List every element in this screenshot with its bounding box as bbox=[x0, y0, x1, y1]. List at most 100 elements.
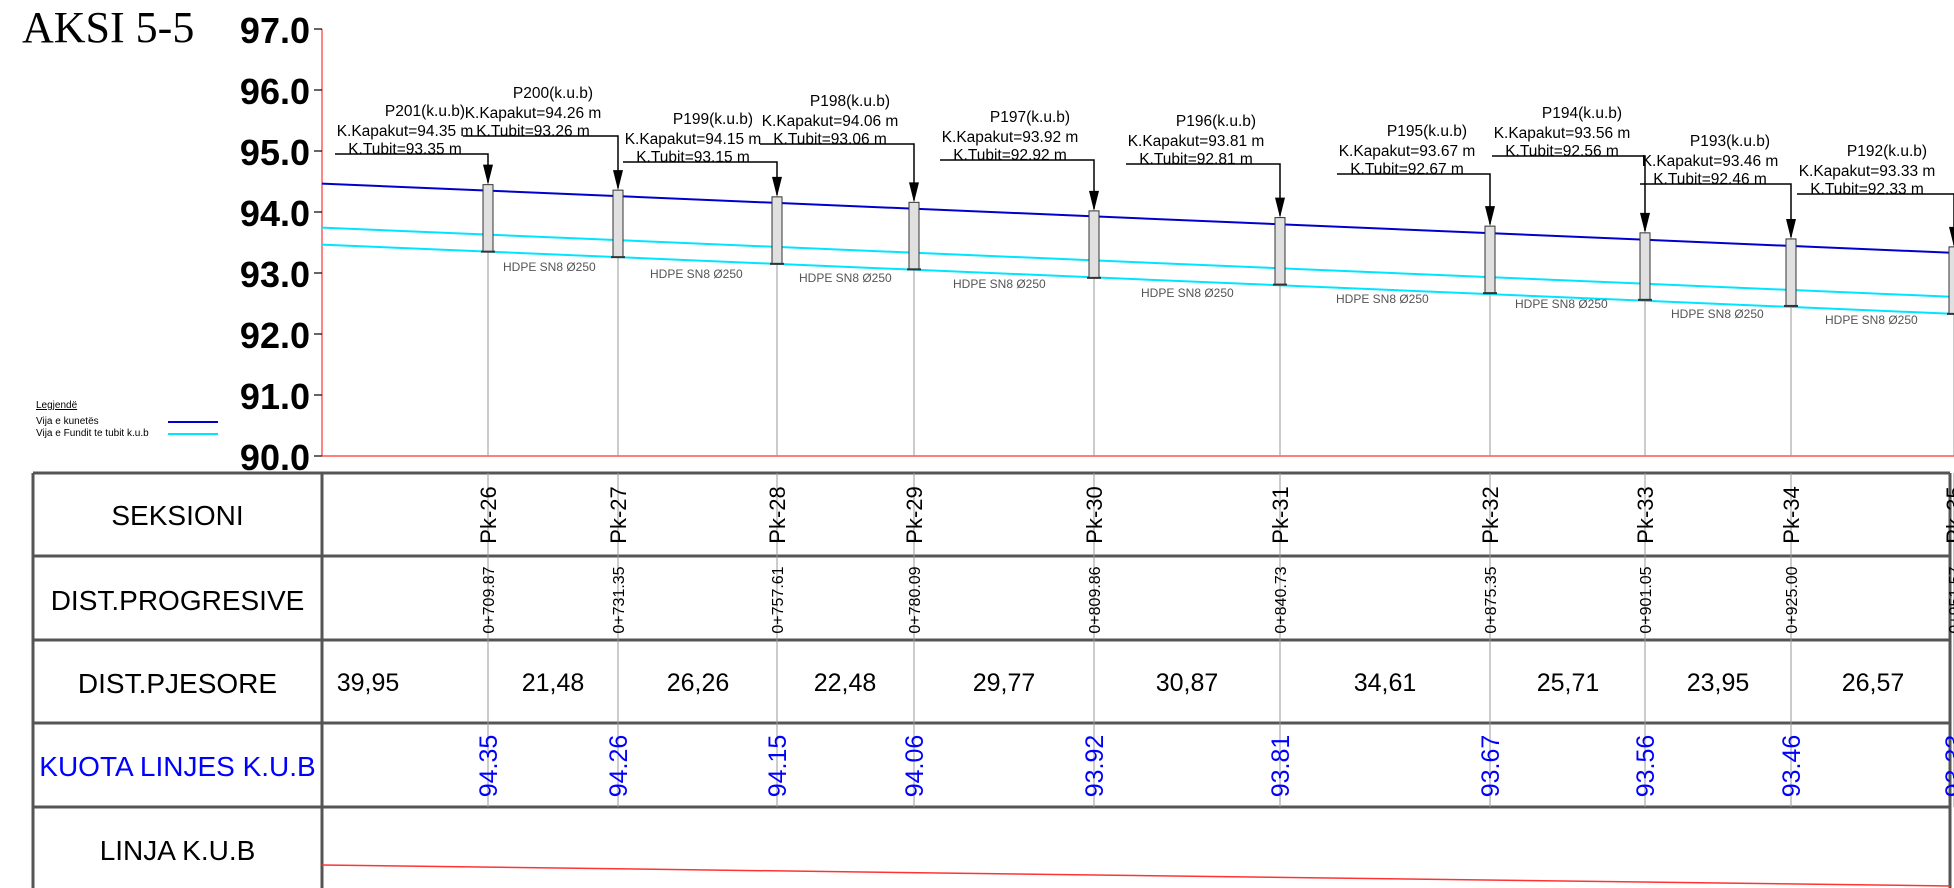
manhole-invert-level: K.Tubit=92.46 m bbox=[1653, 171, 1767, 188]
progressive-distance: 0+840.73 bbox=[1273, 566, 1290, 633]
line-elevation: 93.67 bbox=[1477, 735, 1505, 798]
manhole-name: P195(k.u.b) bbox=[1387, 123, 1467, 140]
manhole-shaft bbox=[612, 189, 624, 258]
row-header: LINJA K.U.B bbox=[100, 835, 256, 866]
kub-line bbox=[321, 864, 1951, 887]
row-header: SEKSIONI bbox=[111, 500, 243, 531]
manhole-pk-34: P193(k.u.b) K.Kapakut=93.46 mK.Tubit=92.4… bbox=[1640, 133, 1798, 456]
manhole-shaft bbox=[1274, 217, 1286, 286]
section-label: Pk-29 bbox=[902, 486, 927, 543]
section-label: Pk-28 bbox=[765, 486, 790, 543]
manhole-name: P199(k.u.b) bbox=[673, 111, 753, 128]
pipe-label: HDPE SN8 Ø250 bbox=[650, 267, 743, 281]
y-tick-label: 91.0 bbox=[240, 376, 310, 417]
manhole-name: P193(k.u.b) bbox=[1690, 133, 1770, 150]
progressive-distance: 0+925.00 bbox=[1784, 566, 1801, 633]
manhole-cover-level: K.Kapakut=93.56 m bbox=[1494, 125, 1631, 142]
profile-lines bbox=[321, 182, 1954, 315]
drawing-title: AKSI 5-5 bbox=[22, 3, 194, 52]
leader-line bbox=[1126, 163, 1281, 216]
pipe-labels: HDPE SN8 Ø250 HDPE SN8 Ø250 HDPE SN8 Ø250 H… bbox=[503, 260, 1918, 327]
y-tick-label: 90.0 bbox=[240, 437, 310, 478]
line-elevation: 93.46 bbox=[1778, 735, 1806, 798]
manhole-invert-level: K.Tubit=93.06 m bbox=[773, 131, 887, 148]
manhole-pk-29: P198(k.u.b) K.Kapakut=94.06 mK.Tubit=93.0… bbox=[760, 93, 921, 456]
line-elevation: 93.56 bbox=[1632, 735, 1660, 798]
section-label: Pk-30 bbox=[1082, 486, 1107, 543]
row-header: DIST.PJESORE bbox=[78, 668, 277, 699]
manhole-invert-level: K.Tubit=93.26 m bbox=[476, 123, 590, 140]
manhole-invert-level: K.Tubit=93.35 m bbox=[348, 141, 462, 158]
manhole-cover-level: K.Kapakut=93.92 m bbox=[942, 129, 1079, 146]
leader-arrow bbox=[1786, 218, 1796, 239]
manholes: P201(k.u.b) K.Kapakut=94.35 mK.Tubit=93.3… bbox=[335, 85, 1954, 456]
progressive-distance: 0+875.35 bbox=[1483, 566, 1500, 633]
manhole-name: P201(k.u.b) bbox=[385, 103, 465, 120]
section-label: Pk-32 bbox=[1478, 486, 1503, 543]
leader-line bbox=[335, 153, 489, 183]
pipe-label: HDPE SN8 Ø250 bbox=[799, 271, 892, 285]
manhole-pk-35: P192(k.u.b) K.Kapakut=93.33 mK.Tubit=92.3… bbox=[1797, 143, 1954, 456]
manhole-invert-level: K.Tubit=92.67 m bbox=[1350, 161, 1464, 178]
progressive-distance: 0+757.61 bbox=[770, 566, 787, 633]
manhole-shaft bbox=[1785, 238, 1797, 307]
pipe-label: HDPE SN8 Ø250 bbox=[1825, 313, 1918, 327]
leader-line bbox=[463, 135, 619, 189]
row-header: DIST.PROGRESIVE bbox=[51, 585, 305, 616]
partial-distance: 26,26 bbox=[667, 669, 730, 697]
line-elevation: 93.92 bbox=[1081, 735, 1109, 798]
leader-arrow bbox=[1949, 226, 1954, 247]
leader-arrow bbox=[772, 176, 782, 197]
partial-distance: 34,61 bbox=[1354, 669, 1417, 697]
manhole-shaft bbox=[908, 201, 920, 270]
partial-distance: 21,48 bbox=[522, 669, 585, 697]
manhole-name: P197(k.u.b) bbox=[990, 109, 1070, 126]
manhole-invert-level: K.Tubit=92.56 m bbox=[1505, 143, 1619, 160]
section-label: Pk-34 bbox=[1779, 486, 1804, 543]
y-tick-label: 96.0 bbox=[240, 71, 310, 112]
manhole-pk-28: P199(k.u.b) K.Kapakut=94.15 mK.Tubit=93.1… bbox=[623, 111, 784, 456]
leader-arrow bbox=[1275, 197, 1285, 218]
progressive-distance: 0+951.57 bbox=[1947, 566, 1954, 633]
manhole-cover-level: K.Kapakut=94.26 m bbox=[465, 105, 602, 122]
line-elevation: 94.15 bbox=[764, 735, 792, 798]
manhole-name: P198(k.u.b) bbox=[810, 93, 890, 110]
manhole-pk-30: P197(k.u.b) K.Kapakut=93.92 mK.Tubit=92.9… bbox=[940, 109, 1101, 456]
manhole-cover-level: K.Kapakut=93.33 m bbox=[1799, 163, 1936, 180]
partial-distance: 26,57 bbox=[1842, 669, 1905, 697]
line-elevation: 93.33 bbox=[1941, 735, 1954, 798]
partial-distance: 29,77 bbox=[973, 669, 1036, 697]
manhole-invert-level: K.Tubit=92.92 m bbox=[953, 147, 1067, 164]
progressive-distance: 0+709.87 bbox=[481, 566, 498, 633]
manhole-shaft bbox=[482, 184, 494, 253]
leader-line bbox=[1797, 193, 1954, 245]
manhole-cover-level: K.Kapakut=93.81 m bbox=[1128, 133, 1265, 150]
partial-distance: 22,48 bbox=[814, 669, 877, 697]
pipe-top-line bbox=[321, 226, 1954, 298]
elevation-axis: 97.0 96.0 95.0 94.0 93.0 92.0 91.0 90.0 bbox=[240, 10, 1954, 478]
legend-label: Vija e kunetës bbox=[36, 416, 99, 427]
line-elevation: 94.26 bbox=[605, 735, 633, 798]
section-label: Pk-35 bbox=[1942, 486, 1954, 543]
manhole-invert-level: K.Tubit=92.81 m bbox=[1139, 151, 1253, 168]
manhole-shaft bbox=[1948, 246, 1954, 315]
manhole-shaft bbox=[771, 196, 783, 265]
manhole-pk-33: P194(k.u.b) K.Kapakut=93.56 mK.Tubit=92.5… bbox=[1492, 105, 1652, 456]
manhole-pk-27: P200(k.u.b) K.Kapakut=94.26 mK.Tubit=93.2… bbox=[463, 85, 625, 456]
leader-arrow bbox=[613, 170, 623, 191]
pipe-label: HDPE SN8 Ø250 bbox=[503, 260, 596, 274]
leader-line bbox=[623, 161, 778, 195]
leader-arrow bbox=[909, 182, 919, 203]
manhole-name: P194(k.u.b) bbox=[1542, 105, 1622, 122]
manhole-cover-level: K.Kapakut=93.67 m bbox=[1339, 143, 1476, 160]
section-label: Pk-31 bbox=[1268, 486, 1293, 543]
progressive-distance: 0+809.86 bbox=[1087, 566, 1104, 633]
manhole-pk-26: P201(k.u.b) K.Kapakut=94.35 mK.Tubit=93.3… bbox=[335, 103, 495, 456]
leader-arrow bbox=[483, 164, 493, 185]
row-header: KUOTA LINJES K.U.B bbox=[39, 751, 315, 782]
partial-distance: 39,95 bbox=[337, 669, 400, 697]
manhole-shaft bbox=[1088, 210, 1100, 279]
y-tick-label: 93.0 bbox=[240, 254, 310, 295]
